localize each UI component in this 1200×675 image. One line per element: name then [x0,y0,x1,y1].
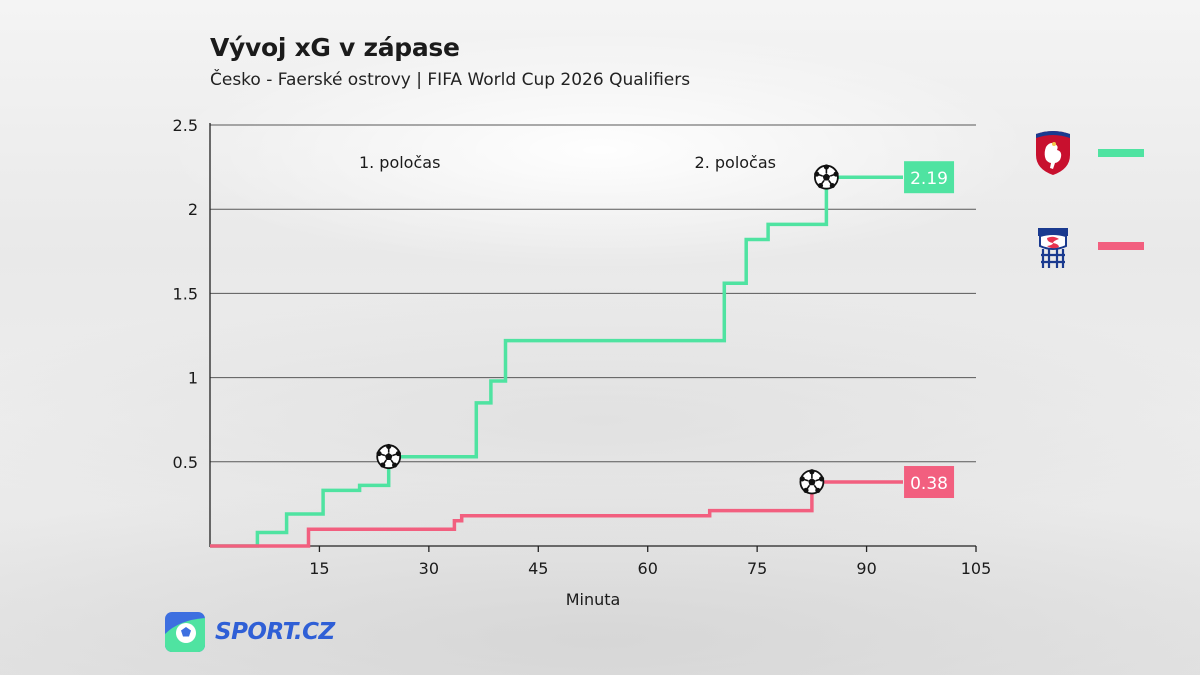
final-value-label: 2.19 [910,169,948,189]
half-label: 1. poločas [359,153,440,172]
final-value-box [904,466,955,499]
x-tick-label: 15 [309,559,329,578]
y-tick-label: 1 [188,369,198,388]
x-tick-label: 45 [528,559,548,578]
x-tick-label: 105 [961,559,992,578]
page-title: Vývoj xG v zápase [210,33,460,62]
series-line [210,175,903,548]
final-value-label: 0.38 [910,474,948,494]
x-tick-label: 30 [419,559,439,578]
goal-ball-icon [814,164,839,190]
y-tick-label: 2 [188,200,198,219]
final-value-box [904,161,955,194]
legend-item-czech [1030,129,1150,177]
goal-ball-icon [376,443,402,470]
sport-cz-logo[interactable]: SPORT.CZ [165,612,345,652]
goal-ball-icon [799,469,825,495]
x-tick-label: 60 [638,559,658,578]
x-axis-label: Minuta [566,590,621,609]
y-tick-label: 1.5 [173,284,198,303]
legend-line-czech [1098,149,1144,157]
legend-item-faroe [1030,222,1150,274]
logo-text: SPORT.CZ [215,619,335,645]
faroe-crest-icon [1038,228,1068,268]
czech-crest-icon [1036,131,1070,175]
half-label: 2. poločas [695,153,776,172]
x-tick-label: 90 [856,559,876,578]
y-tick-label: 0.5 [173,453,198,472]
page-subtitle: Česko - Faerské ostrovy | FIFA World Cup… [210,70,691,90]
legend-line-faroe [1098,242,1144,250]
logo-mark-icon [165,612,205,652]
y-tick-label: 2.5 [173,116,198,135]
series-line [210,480,903,548]
x-tick-label: 75 [747,559,767,578]
